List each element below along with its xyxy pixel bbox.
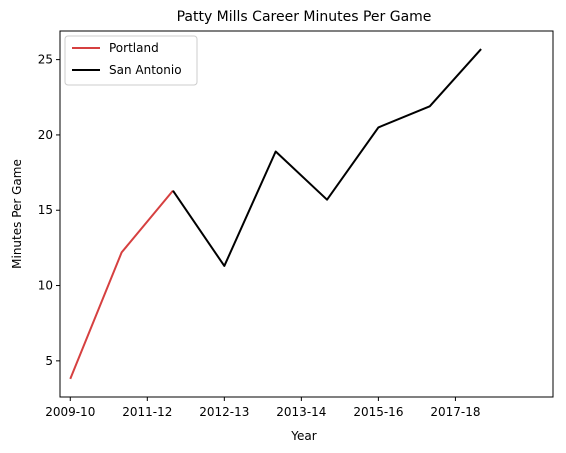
y-tick-label: 20 [38, 128, 53, 142]
y-axis-label: Minutes Per Game [10, 159, 24, 269]
x-tick-label: 2013-14 [276, 405, 326, 419]
plot-frame [59, 30, 554, 398]
x-tick-label: 2017-18 [430, 405, 480, 419]
x-axis-label: Year [290, 429, 316, 443]
chart-title: Patty Mills Career Minutes Per Game [177, 9, 432, 25]
x-tick-label: 2011-12 [122, 405, 172, 419]
x-tick-label: 2015-16 [353, 405, 403, 419]
plot-area [69, 48, 482, 380]
legend-label: San Antonio [109, 63, 182, 77]
series-line-1 [172, 48, 482, 267]
x-tick-label: 2012-13 [199, 405, 249, 419]
legend-label: Portland [109, 41, 159, 55]
y-tick-label: 15 [38, 203, 53, 217]
y-tick-label: 25 [38, 53, 53, 67]
series-line-0 [69, 190, 174, 380]
y-axis-ticks: 5 10 15 20 25 [38, 53, 60, 368]
y-tick-label: 5 [45, 354, 53, 368]
x-axis-ticks: 2009-10 2011-12 2012-13 2013-14 2015-16 2017-… [45, 397, 480, 419]
legend: Portland San Antonio [64, 35, 198, 86]
y-tick-label: 10 [38, 279, 53, 293]
x-tick-label: 2009-10 [45, 405, 95, 419]
